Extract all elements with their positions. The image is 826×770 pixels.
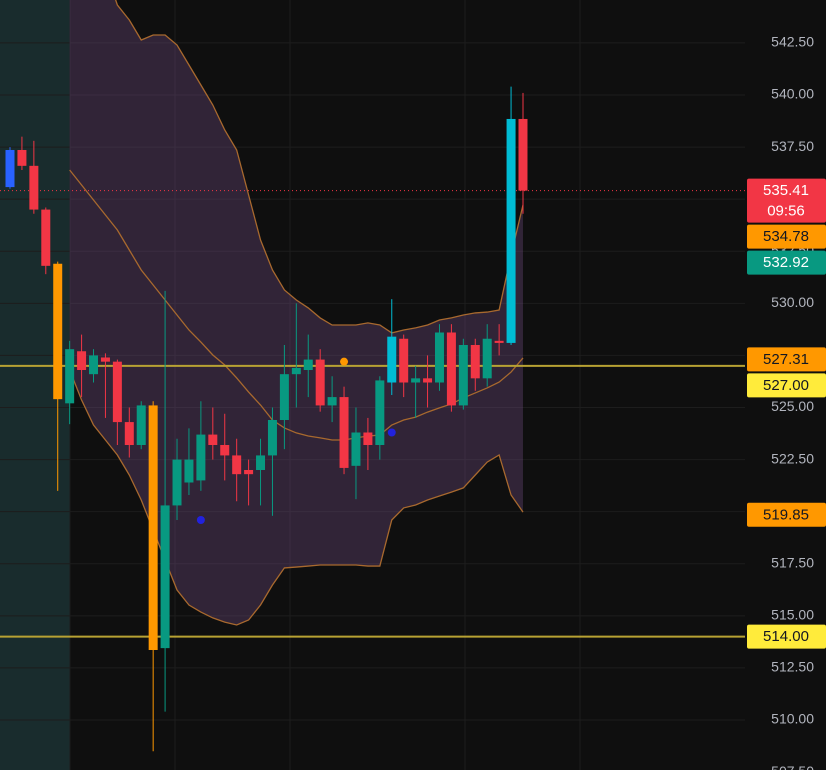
candle-body [160,505,170,649]
price-tag-label: 514.00 [763,628,809,645]
candle-body [220,445,230,456]
candle-body [208,434,218,445]
candle-body [315,359,325,406]
signal-marker [196,516,205,524]
candle-body [279,374,289,420]
candle-body [5,150,15,188]
candle-body [470,345,480,379]
signal-marker [340,357,349,366]
candle-body [482,338,492,379]
y-tick-label: 515.00 [771,607,814,623]
price-tag [747,347,826,372]
price-tag-label: 535.41 [763,182,809,199]
countdown: 09:56 [767,203,805,220]
candle-body [172,459,182,506]
candle-body [77,351,87,370]
candle-body [434,332,444,383]
price-tag-label: 532.92 [763,254,809,271]
candle-body [112,361,122,423]
candle-body [29,165,39,210]
band-lower [69,369,524,626]
candle-body [148,405,158,650]
candle-body [506,118,516,343]
candle-body [351,432,361,466]
candle-body [399,338,409,383]
candle-body [375,380,385,445]
price-tag-label: 527.31 [763,351,809,368]
candle-body [124,422,134,445]
candle-body [363,432,373,445]
candle-body [303,359,313,370]
y-tick-label: 540.00 [771,86,814,102]
candle-body [458,345,468,406]
price-tag [747,250,826,275]
price-tag-label: 534.78 [763,228,809,245]
candle-body [136,405,146,445]
y-tick-label: 525.00 [771,398,814,414]
y-tick-label: 517.50 [771,554,814,570]
price-tag [747,373,826,398]
candle-body [100,357,110,362]
candle-body [267,420,277,456]
candle-body [89,355,99,375]
candle-body [53,263,63,400]
price-axis: 507.50510.00512.50515.00517.50520.00522.… [747,34,826,770]
candle-body [446,332,456,406]
price-tag [747,624,826,649]
candle-body [244,470,254,475]
candle-body [494,340,504,343]
price-tag-label: 527.00 [763,377,809,394]
price-tag-label: 519.85 [763,506,809,523]
candle-body [65,349,75,404]
y-tick-label: 522.50 [771,450,814,466]
y-tick-label: 507.50 [771,763,814,770]
candle-body [411,378,421,383]
signal-marker [387,428,396,437]
price-tag [747,502,826,527]
y-tick-label: 530.00 [771,294,814,310]
candle-body [184,459,194,483]
y-tick-label: 512.50 [771,659,814,675]
candle-body [256,455,266,470]
candle-body [196,434,206,481]
y-tick-label: 537.50 [771,138,814,154]
candle-body [518,118,528,191]
candle-body [17,150,27,166]
y-tick-label: 510.00 [771,711,814,727]
grid [0,42,745,721]
candle-body [291,367,301,375]
candle-body [387,336,397,383]
y-tick-label: 542.50 [771,34,814,50]
plot-area [0,0,745,752]
price-tag [747,178,826,223]
candle-body [232,455,242,475]
candle-body [41,209,51,266]
candle-body [339,397,349,468]
band-upper [114,0,524,334]
candle-body [423,378,433,383]
price-tag [747,224,826,249]
candle-body [327,397,337,406]
